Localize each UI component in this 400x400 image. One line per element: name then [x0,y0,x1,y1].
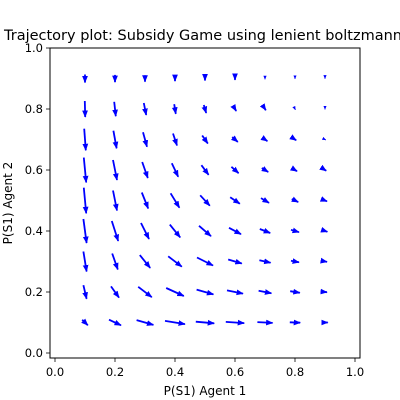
vector-arrow [230,103,237,112]
x-tick-label: 0.6 [226,365,244,379]
vector-arrow [171,104,178,115]
vector-arrow [139,254,151,269]
vector-arrow [290,258,300,264]
y-tick-label: 0.0 [25,346,43,360]
vector-arrow [112,159,119,181]
vector-arrow [289,165,298,172]
vector-arrow [111,253,119,271]
vector-arrow [169,192,181,209]
vector-arrow [292,105,296,111]
vector-arrow [260,135,268,142]
vector-arrow [112,190,119,212]
y-tick-label: 0.8 [25,102,43,116]
y-tick-label: 0.2 [25,285,43,299]
vector-arrow [260,197,270,204]
plot-area-frame [49,47,361,359]
vector-arrow [231,135,239,143]
vector-arrow [196,288,215,296]
vector-arrow [142,132,149,148]
x-tick-label: 0.8 [286,365,304,379]
vector-arrow [290,288,301,295]
vector-arrow [228,227,242,235]
x-axis-label: P(S1) Agent 1 [164,384,247,398]
vector-arrow [82,284,88,300]
vector-arrow [81,318,89,326]
vector-field [81,73,329,327]
vector-arrow [226,289,244,296]
vector-arrow [110,285,120,299]
vector-arrow [230,166,240,174]
y-tick-label: 0.4 [25,224,43,238]
vector-arrow [110,220,120,242]
vector-arrow [112,101,118,117]
vector-arrow [319,196,328,203]
vector-arrow [289,134,297,142]
vector-arrow [225,319,245,326]
vector-arrow [320,227,329,233]
vector-arrow [196,256,214,267]
vector-arrow [82,251,89,273]
vector-arrow [164,320,186,326]
vector-arrow [82,157,89,184]
y-tick-label: 0.6 [25,163,43,177]
vector-arrow [140,222,150,240]
vector-arrow [259,258,272,265]
y-axis-ticks: 0.0 0.2 0.4 0.6 0.8 1.0 [25,41,50,360]
vector-arrow [258,289,273,295]
vector-arrow [261,166,269,173]
vector-arrow [198,225,212,237]
vector-arrow [201,134,209,145]
vector-arrow [291,196,299,203]
vector-arrow [141,161,149,179]
vector-arrow [321,136,327,141]
vector-arrow [170,162,180,178]
vector-arrow [201,104,208,114]
vector-arrow [167,255,183,268]
vector-arrow [195,319,215,326]
vector-arrow [112,130,119,150]
vector-arrow [169,224,181,238]
vector-arrow [319,164,327,172]
vector-arrow [227,258,243,265]
vector-arrow [320,257,328,264]
vector-arrow [259,103,267,111]
vector-arrow [82,128,89,152]
y-tick-label: 1.0 [25,41,43,55]
vector-arrow [165,287,185,297]
vector-arrow [229,196,241,205]
vector-arrow [140,192,150,210]
vector-arrow [172,133,178,147]
vector-arrow [290,227,300,234]
vector-arrow [142,102,148,116]
y-axis-label: P(S1) Agent 2 [1,162,15,245]
vector-arrow [82,187,89,215]
vector-arrow [136,319,155,326]
vector-arrow [82,218,89,244]
vector-arrow [199,194,211,207]
x-axis-ticks: 0.0 0.2 0.4 0.6 0.8 1.0 [46,358,364,379]
x-tick-label: 0.2 [106,365,124,379]
vector-arrow [200,164,210,176]
x-tick-label: 0.0 [46,365,64,379]
vector-arrow [108,318,122,327]
vector-arrow [137,286,153,298]
chart-title: Trajectory plot: Subsidy Game using leni… [3,28,400,44]
vector-arrow [257,319,274,326]
x-tick-label: 1.0 [346,365,364,379]
vector-arrow [259,227,271,234]
x-tick-label: 0.4 [166,365,184,379]
